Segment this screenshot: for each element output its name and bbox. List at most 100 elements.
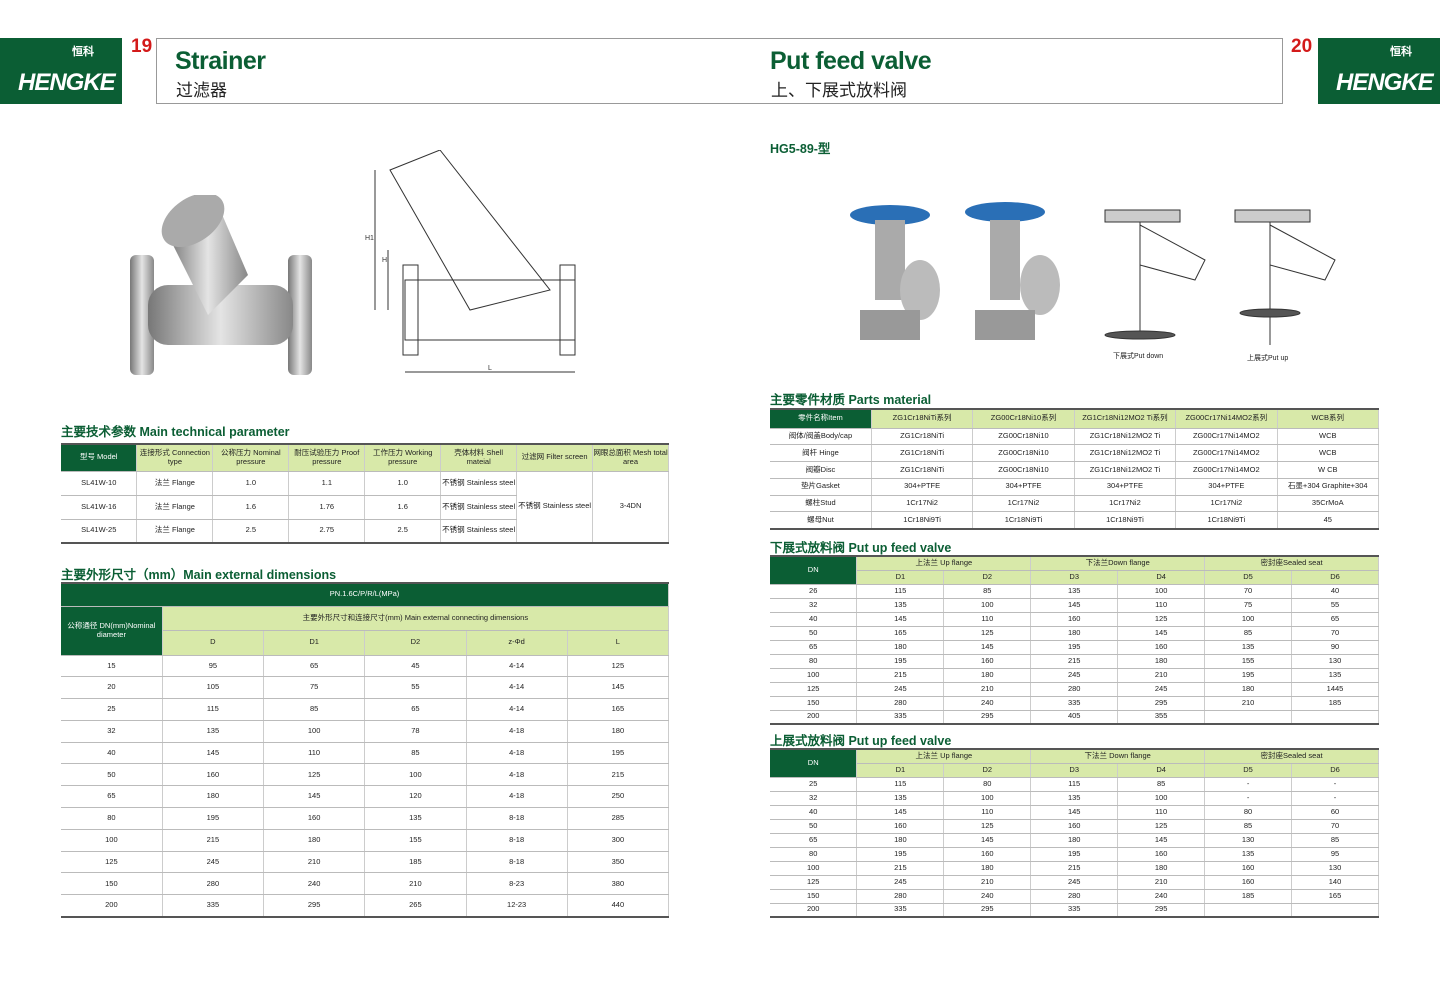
table-row: 螺柱Stud 1Cr17Ni2 1Cr17Ni2 1Cr17Ni2 1Cr17Ni2 35…: [770, 495, 1380, 513]
table-cell: 185: [364, 851, 467, 874]
table-cell: 8-18: [466, 829, 568, 852]
table-row: 200 335 295 405 355: [770, 710, 1379, 725]
table-cell: 135: [856, 791, 945, 806]
table-cell: 110: [1117, 805, 1206, 820]
valve-photos: [850, 202, 1060, 340]
table-cell: 110: [943, 612, 1032, 627]
strainer-photo: [130, 195, 312, 375]
mesh-area-cell: 3-4DN: [592, 471, 669, 544]
table-cell: 160: [943, 654, 1032, 669]
table-cell: 60: [1291, 805, 1379, 820]
group-row: DN 上法兰 Up flange 下法兰Down flange 密封座Sealed s…: [770, 556, 1379, 585]
table-cell: 210: [1204, 696, 1293, 711]
table-cell: 160: [943, 847, 1032, 862]
column-header: 过滤网 Filter screen: [516, 444, 594, 472]
table-cell: 180: [1117, 861, 1206, 876]
table-cell: 135: [364, 807, 467, 830]
table-cell: ZG00Cr18Ni10: [972, 428, 1075, 446]
table-cell: 2.5: [364, 519, 442, 544]
table-cell: 12-23: [466, 894, 568, 918]
table-cell: 65: [770, 833, 858, 848]
table-cell: 1Cr17Ni2: [972, 495, 1075, 513]
table-cell: 210: [1117, 668, 1206, 683]
table-cell: 32: [770, 598, 858, 613]
table-cell: 135: [1204, 640, 1293, 655]
table-cell: 335: [1030, 903, 1119, 918]
table-cell: 70: [1291, 626, 1379, 641]
table-row: 40 145 110 145 110 80 60: [770, 805, 1379, 820]
group-header: 上法兰 Up flange: [856, 556, 1032, 571]
table-cell: 1445: [1291, 682, 1379, 697]
table-cell: 85: [943, 584, 1032, 599]
column-header: 网眼总面积 Mesh total area: [592, 444, 669, 472]
table-cell: 295: [943, 903, 1032, 918]
table-cell: 285: [567, 807, 670, 830]
column-header: D1: [856, 570, 945, 585]
column-header: ZG00Cr17Ni14MO2系列: [1175, 409, 1278, 429]
table-row: 阀杆 Hinge ZG1Cr18NiTi ZG00Cr18Ni10 ZG1Cr18Ni…: [770, 444, 1380, 463]
group-header: 下法兰 Down flange: [1030, 749, 1206, 764]
table-cell: 80: [770, 654, 858, 669]
table-cell: 160: [263, 807, 366, 830]
table-cell: 160: [162, 763, 265, 787]
table-cell: ZG00Cr17Ni14MO2: [1175, 444, 1278, 463]
table-cell: 125: [1117, 819, 1206, 834]
section-title-technical: 主要技术参数 Main technical parameter: [61, 425, 290, 439]
table-cell: 165: [856, 626, 945, 641]
table-row: 65 180 145 120 4-18 250: [61, 785, 670, 809]
table-cell: 295: [1117, 696, 1206, 711]
table-row: 200 335 295 265 12-23 440: [61, 894, 670, 918]
table-row: 125 245 210 245 210 160 140: [770, 875, 1379, 890]
table-cell: 115: [856, 584, 945, 599]
table-row: 150 280 240 280 240 185 165: [770, 889, 1379, 904]
table-cell: 180: [856, 833, 945, 848]
table-cell: ZG00Cr18Ni10: [972, 444, 1075, 463]
table-cell: 1.6: [212, 495, 290, 520]
table-cell: 335: [856, 710, 945, 725]
table-cell: 160: [1030, 612, 1119, 627]
column-header: D4: [1117, 570, 1206, 585]
table-cell: 78: [364, 720, 467, 743]
table-cell: 240: [1117, 889, 1206, 904]
table-cell: 245: [1030, 875, 1119, 890]
table-cell: 8-18: [466, 851, 568, 874]
table-cell: 1.0: [212, 471, 290, 496]
strainer-drawing: H1 H L: [365, 150, 576, 373]
table-cell: 125: [770, 875, 858, 890]
table-cell: 65: [770, 640, 858, 655]
column-header: D3: [1030, 763, 1119, 778]
pressure-header: PN.1.6C/P/R/L(MPa): [61, 583, 669, 607]
group-header: 主要外形尺寸和连接尺寸(mm) Main external connecting…: [162, 606, 670, 631]
pn-row: PN.1.6C/P/R/L(MPa): [61, 583, 669, 607]
column-header: WCB系列: [1277, 409, 1380, 429]
column-header: D1: [856, 763, 945, 778]
table-cell: 180: [1030, 833, 1119, 848]
table-cell: 215: [567, 763, 670, 787]
group-header: 下法兰Down flange: [1030, 556, 1206, 571]
column-header: D3: [1030, 570, 1119, 585]
table-cell: 180: [1030, 626, 1119, 641]
table-cell: 300: [567, 829, 670, 852]
table-cell: 4-14: [466, 676, 568, 700]
table-cell: 1Cr18Ni9Ti: [1175, 511, 1278, 530]
table-cell: 105: [162, 676, 265, 700]
table-cell: 45: [364, 655, 467, 678]
header-row: 型号 Model 连接形式 Connection type 公称压力 Nominal…: [61, 444, 669, 472]
table-cell: 95: [162, 655, 265, 678]
table-cell: 160: [856, 819, 945, 834]
table-cell: 1Cr18Ni9Ti: [972, 511, 1075, 530]
table-cell: 1Cr17Ni2: [1175, 495, 1278, 513]
table-row: 65 180 145 180 145 130 85: [770, 833, 1379, 848]
table-cell: 110: [263, 742, 366, 765]
table-cell: 40: [61, 742, 163, 765]
table-row: 80 195 160 135 8-18 285: [61, 807, 670, 830]
table-cell: 4-14: [466, 698, 568, 721]
group-header: 上法兰 Up flange: [856, 749, 1032, 764]
table-cell: 85: [1291, 833, 1379, 848]
table-cell: 110: [1117, 598, 1206, 613]
table-cell: 380: [567, 872, 670, 896]
table-cell: 215: [1030, 861, 1119, 876]
table-cell: 55: [1291, 598, 1379, 613]
table-row: 100 215 180 215 180 160 130: [770, 861, 1379, 876]
table-cell: 法兰 Flange: [136, 471, 214, 496]
